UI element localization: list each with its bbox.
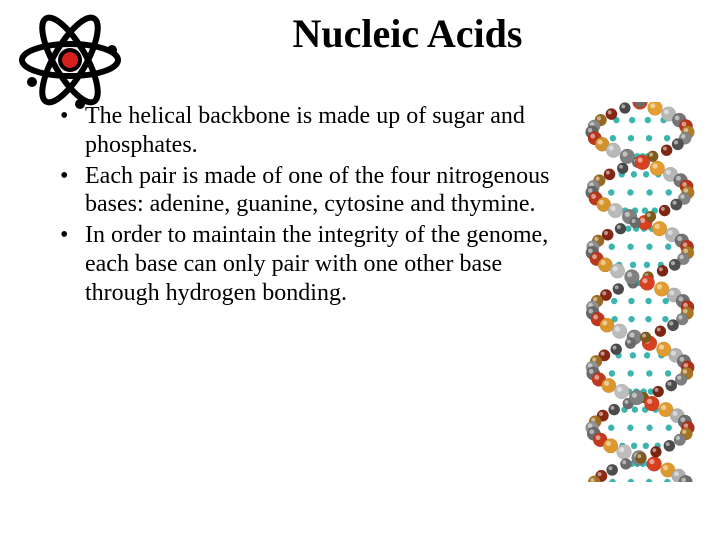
content-area: The helical backbone is made up of sugar… [0,77,720,482]
bullet-list: The helical backbone is made up of sugar… [60,102,575,482]
bullet-item: Each pair is made of one of the four nit… [60,162,565,220]
bullet-item: In order to maintain the integrity of th… [60,221,565,307]
atom-icon [15,5,125,115]
dna-column [575,102,705,482]
page-title: Nucleic Acids [115,10,700,57]
dna-helix-image [580,102,700,482]
bullet-item: The helical backbone is made up of sugar… [60,102,565,160]
